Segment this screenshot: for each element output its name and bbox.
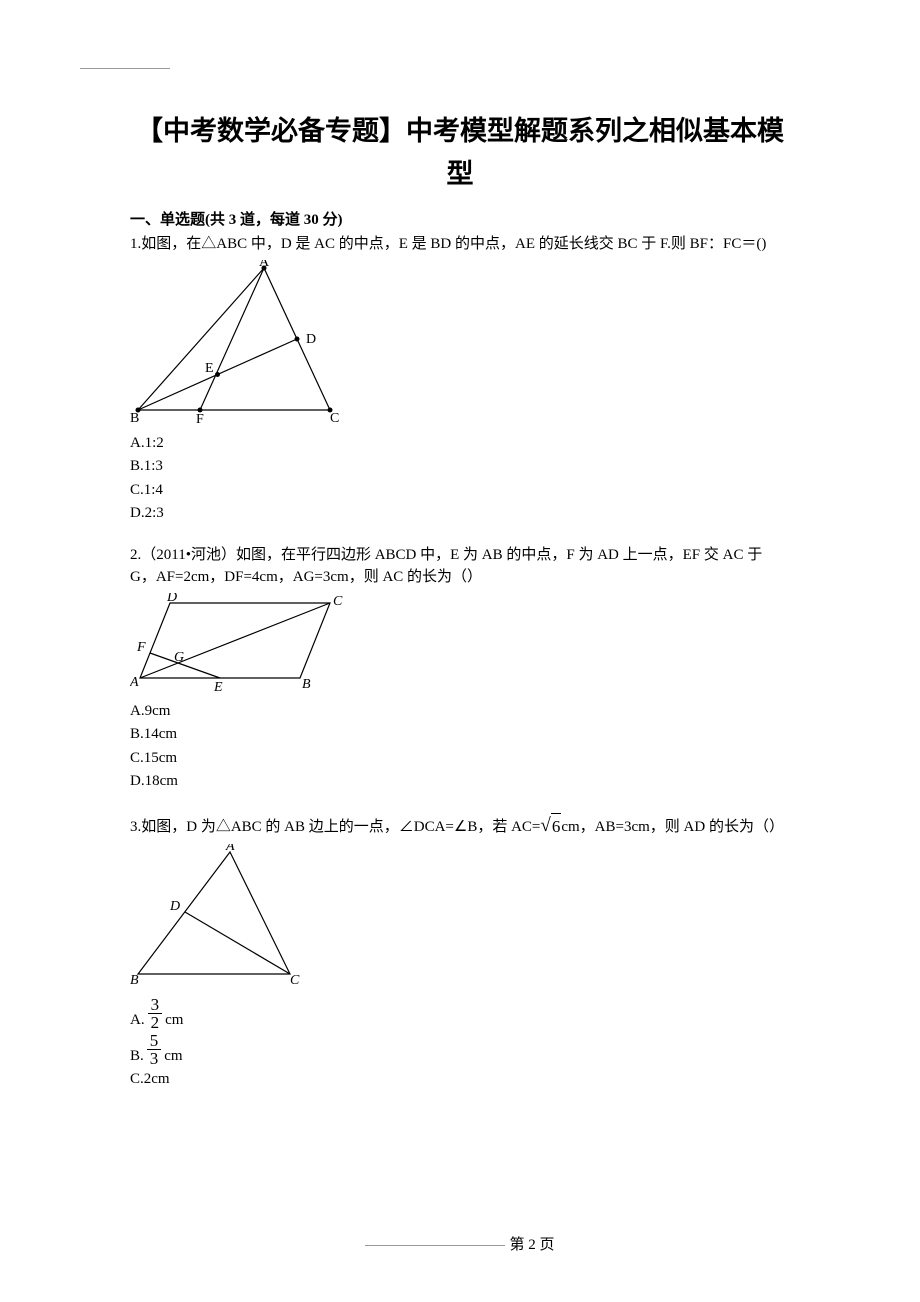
- q2-text: 2.（2011•河池）如图，在平行四边形 ABCD 中，E 为 AB 的中点，F…: [130, 544, 790, 589]
- q3-text-pre: 3.如图，D 为△ABC 的 AB 边上的一点，∠DCA=∠B，若 AC=: [130, 819, 540, 835]
- q3-optC: C.2cm: [130, 1068, 790, 1091]
- svg-text:B: B: [130, 973, 139, 988]
- q3-optA: A. 3 2 cm: [130, 996, 790, 1031]
- q3-optA-prefix: A.: [130, 1009, 145, 1032]
- svg-text:C: C: [290, 973, 300, 988]
- svg-text:D: D: [306, 332, 316, 347]
- q3-optB-suffix: cm: [164, 1045, 182, 1068]
- svg-text:D: D: [166, 593, 177, 605]
- q1-text: 1.如图，在△ABC 中，D 是 AC 的中点，E 是 BD 的中点，AE 的延…: [130, 233, 790, 256]
- q3-text-post: cm，AB=3cm，则 AD 的长为（）: [561, 819, 784, 835]
- q3-optB-prefix: B.: [130, 1045, 144, 1068]
- q1-figure: A B C D E F: [130, 260, 790, 430]
- fraction-icon: 5 3: [147, 1032, 162, 1067]
- q1-optA: A.1:2: [130, 432, 790, 455]
- q2-optC: C.15cm: [130, 747, 790, 770]
- svg-text:A: A: [130, 675, 139, 690]
- q1-optC: C.1:4: [130, 479, 790, 502]
- q2-options: A.9cm B.14cm C.15cm D.18cm: [130, 700, 790, 793]
- svg-text:B: B: [302, 677, 311, 692]
- svg-text:D: D: [169, 899, 180, 914]
- q1-options: A.1:2 B.1:3 C.1:4 D.2:3: [130, 432, 790, 525]
- q2-optD: D.18cm: [130, 770, 790, 793]
- svg-text:A: A: [259, 260, 270, 270]
- q2-optA: A.9cm: [130, 700, 790, 723]
- svg-text:F: F: [196, 412, 204, 425]
- q2-figure: D C A B F E G: [130, 593, 790, 698]
- sqrt-icon: √6: [540, 812, 561, 841]
- q2-optB: B.14cm: [130, 723, 790, 746]
- svg-text:G: G: [174, 650, 184, 665]
- page-number: 第 2 页: [509, 1237, 554, 1253]
- q1-optB: B.1:3: [130, 455, 790, 478]
- q1-optD: D.2:3: [130, 502, 790, 525]
- q3-figure: A B C D: [130, 844, 790, 994]
- page-footer: 第 2 页: [0, 1233, 920, 1254]
- header-rule: [80, 68, 170, 69]
- svg-text:A: A: [225, 844, 235, 854]
- footer-rule: [365, 1245, 505, 1246]
- q3-optB: B. 5 3 cm: [130, 1032, 790, 1067]
- svg-text:B: B: [130, 411, 139, 425]
- svg-text:E: E: [205, 361, 214, 376]
- svg-text:C: C: [333, 594, 343, 609]
- q3-options: A. 3 2 cm B. 5 3 cm C.2cm: [130, 996, 790, 1091]
- svg-text:C: C: [330, 411, 339, 425]
- page-title: 【中考数学必备专题】中考模型解题系列之相似基本模型: [130, 110, 790, 196]
- q3-text: 3.如图，D 为△ABC 的 AB 边上的一点，∠DCA=∠B，若 AC=√6c…: [130, 812, 790, 841]
- svg-text:F: F: [136, 640, 146, 655]
- svg-text:E: E: [213, 680, 223, 693]
- section-header: 一、单选题(共 3 道，每道 30 分): [130, 208, 790, 229]
- fraction-icon: 3 2: [148, 996, 163, 1031]
- q3-optA-suffix: cm: [165, 1009, 183, 1032]
